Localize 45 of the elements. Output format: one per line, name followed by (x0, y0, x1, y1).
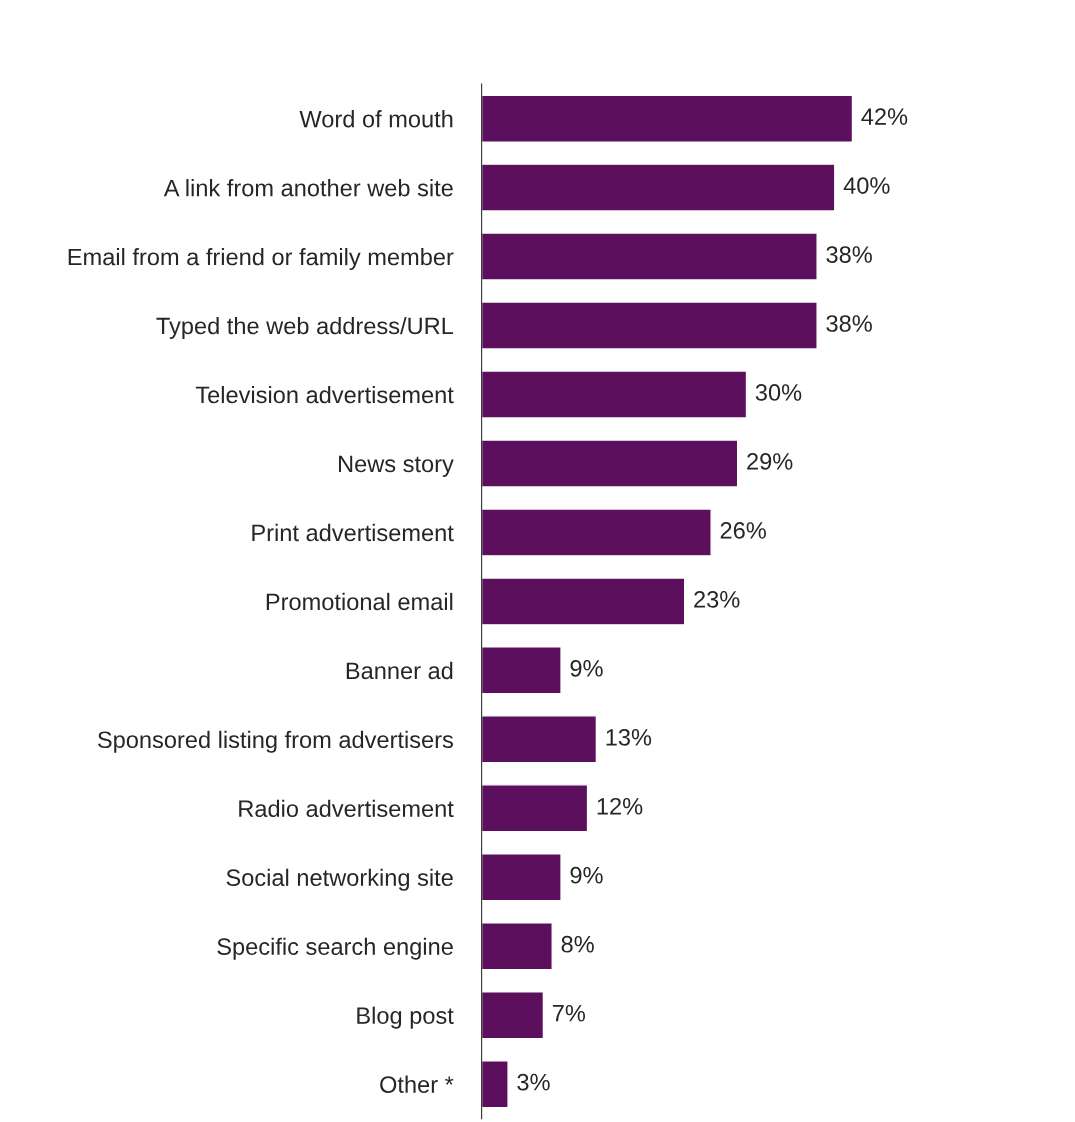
y-tick-label: Blog post (357, 1006, 454, 1029)
y-tick-label: Print advertisement (252, 523, 454, 542)
data-label: 8% (561, 935, 594, 953)
y-tick-label: Promotional email (266, 592, 453, 611)
y-tick-label: Banner ad (346, 661, 453, 680)
data-label: 38% (826, 246, 872, 263)
bar (481, 577, 686, 626)
bar (481, 922, 553, 971)
data-label: 23% (694, 591, 740, 608)
bar (481, 94, 854, 143)
bar (481, 439, 739, 488)
y-tick-label: News story (339, 455, 454, 477)
bar (481, 163, 836, 212)
data-label: 12% (597, 797, 643, 815)
bar (481, 232, 818, 281)
bar (481, 991, 545, 1040)
bar (481, 508, 712, 557)
bar (481, 370, 748, 419)
y-tick-label: Typed the web address/URL (156, 316, 454, 339)
data-label: 9% (570, 866, 603, 884)
data-label: 40% (843, 177, 890, 194)
y-tick-label: A link from another web site (163, 179, 453, 197)
y-tick-label: Email from a friend or family member (68, 248, 454, 271)
data-label: 42% (861, 108, 908, 125)
y-tick-label: Word of mouth (299, 110, 453, 128)
bar (481, 784, 589, 833)
bar (481, 853, 562, 902)
y-tick-label: Specific search engine (217, 937, 453, 960)
y-tick-label: Radio advertisement (239, 799, 454, 818)
data-label: 26% (720, 522, 766, 539)
data-label: 9% (570, 659, 603, 677)
bar (481, 301, 818, 350)
data-label: 29% (747, 453, 793, 470)
bar (481, 1060, 509, 1109)
y-tick-label: Other * (380, 1075, 454, 1093)
data-label: 3% (517, 1073, 550, 1091)
y-tick-label: Sponsored listing from advertisers (97, 730, 453, 753)
bar (481, 715, 598, 764)
data-label: 13% (606, 728, 652, 746)
y-tick-label: Television advertisement (195, 385, 454, 404)
bar (481, 646, 562, 695)
data-label: 38% (826, 315, 872, 332)
y-tick-label: Social networking site (226, 868, 453, 891)
data-label: 7% (552, 1004, 586, 1022)
data-label: 30% (755, 384, 802, 401)
